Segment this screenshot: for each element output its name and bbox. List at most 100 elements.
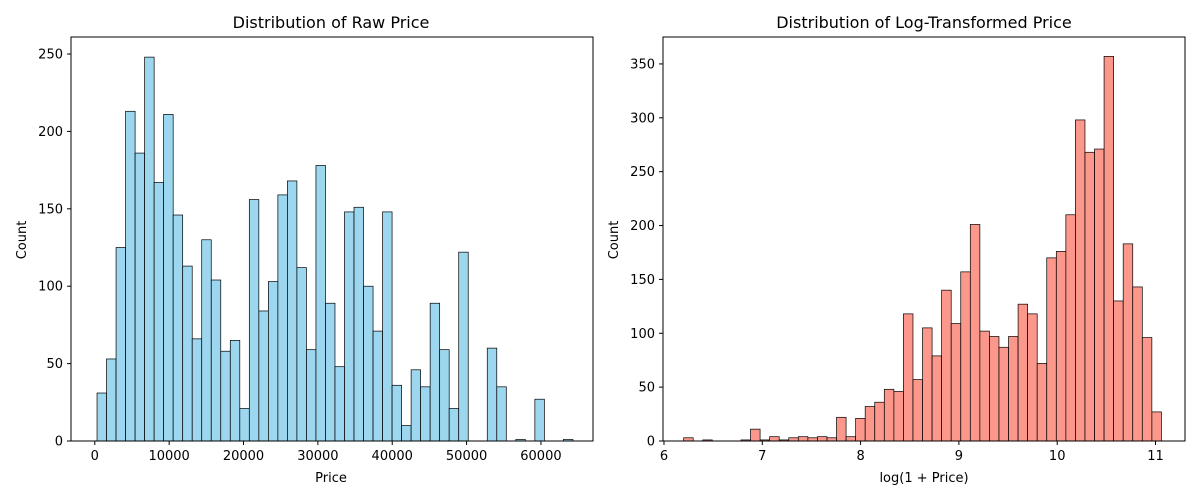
histogram-bar [1075,119,1086,442]
histogram-bar [979,330,990,442]
histogram-bar [172,214,184,442]
histogram-bar [1132,286,1143,442]
histogram-bar [893,391,904,442]
histogram-bar [410,369,421,442]
x-axis-label: Price [315,471,347,486]
histogram-bar [210,279,222,442]
histogram-bar [134,152,145,442]
log-price-histogram: Distribution of Log-Transformed Price lo… [607,13,1186,486]
y-tick-label: 300 [630,111,655,126]
x-tick-label: 7 [758,449,766,464]
y-tick-label: 250 [630,165,655,180]
histogram-bar [220,350,231,442]
y-axis-label: Count [15,221,30,260]
histogram-bar [401,425,412,442]
histogram-bar [1017,303,1028,442]
histogram-bar [201,239,212,442]
chart-title: Distribution of Log-Transformed Price [776,13,1072,32]
histogram-bar [1151,411,1162,442]
y-tick-label: 200 [38,125,63,140]
histogram-bar [1113,300,1124,442]
histogram-bar [941,289,952,442]
histogram-bar [248,199,260,442]
histogram-bar [144,56,155,442]
histogram-bar [864,406,876,442]
histogram-bar [836,416,847,442]
histogram-bar [287,180,298,442]
histogram-bar [1027,313,1038,442]
histogram-bar [931,355,942,442]
bars [683,56,1162,442]
x-tick-label: 11 [1147,449,1164,464]
chart-title: Distribution of Raw Price [233,13,430,32]
x-tick-label: 40000 [372,449,413,464]
y-tick-label: 100 [630,327,655,342]
histogram-bar [797,436,809,442]
histogram-bar [458,251,469,442]
y-tick-label: 350 [630,57,655,72]
histogram-bar [903,313,914,442]
histogram-bar [874,401,885,442]
histogram-bar [845,436,856,442]
histogram-bar [258,310,269,442]
histogram-bar [1141,337,1153,442]
histogram-bar [486,347,498,442]
x-tick-label: 10000 [148,449,189,464]
histogram-bar [1055,251,1067,442]
y-tick-label: 50 [638,381,655,396]
x-tick-label: 6 [660,449,668,464]
histogram-bar [855,418,866,442]
x-tick-label: 50000 [446,449,487,464]
histogram-bar [883,388,895,442]
histogram-bar [306,349,317,442]
histogram-bar [125,110,136,442]
histogram-bar [1094,148,1105,442]
histogram-bar [1084,151,1095,442]
histogram-bar [1122,243,1134,442]
histogram-bar [496,386,507,442]
y-axis-label: Count [607,221,622,260]
x-tick-label: 10 [1049,449,1066,464]
histogram-bar [315,165,326,442]
x-tick-label: 30000 [297,449,338,464]
histogram-bar [960,271,971,442]
histogram-bar [334,366,345,442]
histogram-bar [922,327,933,442]
histogram-bar [950,323,962,442]
histogram-bar [353,206,364,442]
y-tick-label: 200 [630,219,655,234]
histogram-bar [1046,257,1057,442]
histogram-bar [363,285,374,442]
histogram-bar [769,436,780,442]
histogram-bar [429,302,441,442]
histogram-bar [1103,56,1114,442]
histogram-bar [534,398,545,442]
y-tick-label: 0 [647,435,655,450]
y-tick-label: 50 [46,357,63,372]
plot-frame [662,36,1186,442]
histogram-bar [391,384,402,442]
plot-frame [70,36,594,442]
x-tick-label: 8 [856,449,864,464]
histogram-bar [1036,363,1048,442]
histogram-bar [191,338,203,442]
histogram-bar [153,182,165,442]
histogram-bar [277,194,288,442]
histogram-bar [325,302,336,442]
y-tick-label: 250 [38,48,63,63]
histogram-bar [439,349,450,442]
histogram-bar [182,265,193,442]
histogram-bar [239,408,250,442]
y-tick-label: 150 [630,273,655,288]
histogram-bar [372,330,383,442]
histogram-bar [420,386,431,442]
histogram-bar [750,428,761,442]
histogram-bar [268,281,279,442]
histogram-bar [817,436,828,442]
y-tick-label: 0 [55,435,63,450]
x-axis-label: log(1 + Price) [879,471,968,486]
histogram-bar [106,358,117,442]
histogram-bar [382,211,393,442]
histogram-bar [163,114,174,442]
